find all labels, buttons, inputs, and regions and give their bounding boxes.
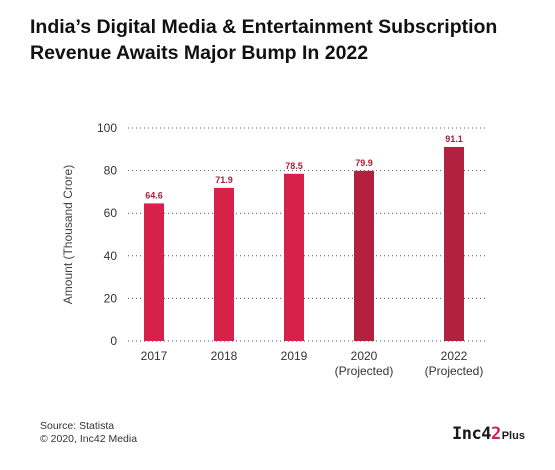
bar-2 [284, 173, 304, 341]
y-axis-label: Amount (Thousand Crore) [61, 165, 75, 304]
inc42-plus-logo: Inc42 Plus [452, 424, 525, 444]
y-tick-label: 40 [104, 249, 118, 263]
bar-0 [144, 203, 164, 341]
chart-title-line-1: India’s Digital Media & Entertainment Su… [30, 16, 498, 38]
x-tick-label: 2020 (Projected) [335, 349, 394, 378]
y-tick-label: 20 [104, 291, 118, 305]
y-tick-label: 80 [104, 164, 118, 178]
y-tick-label: 60 [104, 206, 118, 220]
x-tick-label: 2018 [211, 349, 238, 363]
data-label: 71.9 [215, 175, 233, 185]
x-tick-label: 2017 [141, 349, 168, 363]
logo-wordmark: Inc42 [452, 424, 501, 444]
x-tick-label: 2019 [281, 349, 308, 363]
footer: Source: Statista © 2020, Inc42 Media [40, 420, 137, 446]
bar-3 [354, 170, 374, 341]
x-tick-label: 2022 (Projected) [425, 349, 484, 378]
chart-title-line-2: Revenue Awaits Major Bump In 2022 [30, 42, 369, 64]
data-label: 91.1 [445, 134, 463, 144]
y-tick-label: 0 [110, 334, 117, 348]
y-tick-label: 100 [97, 121, 117, 135]
logo-plus-label: Plus [501, 430, 525, 442]
source-note: Source: Statista [40, 420, 115, 432]
data-label: 64.6 [145, 190, 163, 200]
chart-title: India’s Digital Media & Entertainment Su… [30, 14, 552, 66]
bar-1 [214, 187, 234, 341]
logo-accent-digit: 2 [490, 424, 501, 444]
data-label: 79.9 [355, 158, 373, 168]
copyright-note: © 2020, Inc42 Media [40, 433, 138, 445]
bar-4 [444, 146, 464, 341]
data-label: 78.5 [285, 161, 303, 171]
